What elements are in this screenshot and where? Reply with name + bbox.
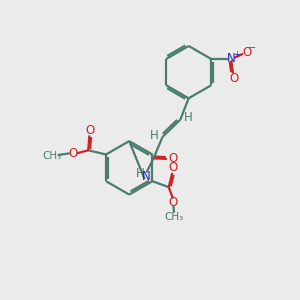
Text: −: −	[248, 43, 256, 53]
Text: H: H	[136, 167, 145, 180]
Text: N: N	[227, 52, 236, 65]
Text: CH₃: CH₃	[165, 212, 184, 222]
Text: O: O	[69, 147, 78, 160]
Text: O: O	[168, 152, 178, 165]
Text: +: +	[233, 50, 240, 59]
Text: O: O	[85, 124, 94, 137]
Text: CH₃: CH₃	[42, 151, 62, 160]
Text: N: N	[142, 170, 151, 183]
Text: O: O	[169, 161, 178, 174]
Text: H: H	[184, 111, 193, 124]
Text: O: O	[229, 72, 238, 85]
Text: O: O	[242, 46, 251, 59]
Text: O: O	[169, 196, 178, 208]
Text: H: H	[150, 129, 158, 142]
